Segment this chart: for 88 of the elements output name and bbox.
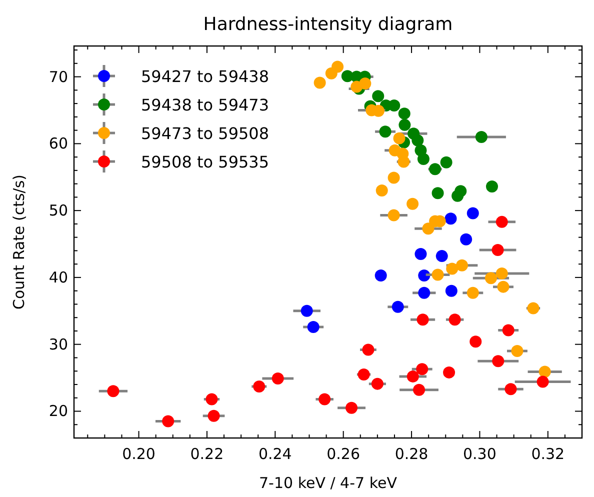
point xyxy=(504,383,517,396)
point xyxy=(393,132,406,144)
point xyxy=(444,212,457,225)
point xyxy=(358,368,370,380)
x-tick-label: 0.22 xyxy=(190,445,224,463)
x-tick-label: 0.30 xyxy=(463,445,496,463)
point xyxy=(536,376,549,388)
point xyxy=(362,344,374,356)
point xyxy=(388,209,400,222)
point xyxy=(445,284,458,297)
point xyxy=(417,153,430,166)
point xyxy=(475,130,488,143)
point xyxy=(496,216,508,228)
y-tick-label: 40 xyxy=(48,268,68,286)
y-axis-title: Count Rate (cts/s) xyxy=(10,174,28,310)
x-tick-label: 0.26 xyxy=(326,445,360,463)
y-tick-label: 50 xyxy=(48,202,68,220)
point xyxy=(446,262,458,275)
point xyxy=(492,355,504,368)
point xyxy=(496,267,508,280)
point xyxy=(416,363,428,376)
y-tick-label: 70 xyxy=(48,68,68,86)
legend-label: 59473 to 59508 xyxy=(141,124,270,143)
point xyxy=(325,67,338,80)
legend-label: 59427 to 59438 xyxy=(141,67,270,86)
point xyxy=(502,324,514,336)
point xyxy=(412,134,424,146)
x-tick-label: 0.28 xyxy=(394,445,428,463)
point xyxy=(253,380,266,392)
point xyxy=(371,378,384,390)
point xyxy=(406,198,419,210)
point xyxy=(470,336,482,348)
point xyxy=(398,156,410,168)
point xyxy=(527,302,540,314)
point xyxy=(497,280,510,293)
y-tick-label: 20 xyxy=(48,402,68,420)
point xyxy=(418,269,430,282)
point xyxy=(460,233,472,246)
point xyxy=(206,393,218,406)
point xyxy=(413,384,426,396)
point xyxy=(318,393,331,406)
point xyxy=(466,286,479,299)
point xyxy=(398,118,411,131)
point xyxy=(436,250,448,262)
chart-title: Hardness-intensity diagram xyxy=(203,14,453,35)
point xyxy=(388,172,400,184)
point xyxy=(406,370,419,382)
point xyxy=(443,366,456,378)
point xyxy=(456,259,468,272)
point xyxy=(300,304,313,317)
point xyxy=(208,410,220,422)
y-tick-label: 30 xyxy=(48,335,68,354)
point xyxy=(346,402,358,414)
point xyxy=(538,366,551,378)
point xyxy=(374,269,387,282)
point xyxy=(492,244,504,256)
point xyxy=(484,272,497,284)
legend-label: 59438 to 59473 xyxy=(141,96,270,114)
point xyxy=(418,286,430,299)
point xyxy=(440,156,452,168)
point xyxy=(162,415,174,428)
point xyxy=(466,207,479,220)
legend-label: 59508 to 59535 xyxy=(141,152,270,172)
point xyxy=(429,163,442,176)
x-axis-title: 7-10 keV / 4-7 keV xyxy=(259,474,398,492)
point xyxy=(307,320,320,333)
point xyxy=(511,345,524,358)
point xyxy=(432,268,444,281)
point xyxy=(448,314,461,326)
point xyxy=(414,248,427,260)
x-tick-label: 0.24 xyxy=(258,445,292,463)
point xyxy=(416,314,429,326)
y-tick-label: 60 xyxy=(48,134,68,153)
point xyxy=(392,300,404,313)
point xyxy=(379,126,392,138)
point xyxy=(272,372,284,384)
point xyxy=(107,385,120,398)
point xyxy=(432,187,444,200)
point xyxy=(359,77,372,90)
point xyxy=(422,222,434,235)
point xyxy=(398,108,410,120)
point xyxy=(376,184,388,196)
point xyxy=(486,180,498,192)
point xyxy=(372,90,384,102)
x-tick-label: 0.20 xyxy=(122,445,156,463)
point xyxy=(314,76,326,89)
x-tick-label: 0.32 xyxy=(531,445,565,463)
point xyxy=(452,190,464,202)
